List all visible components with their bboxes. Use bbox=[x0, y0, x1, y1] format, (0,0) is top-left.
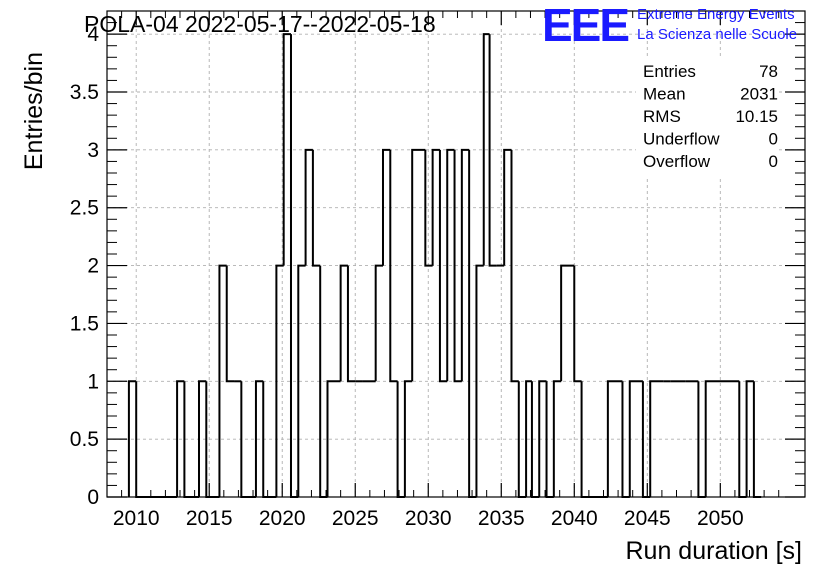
histogram-bin bbox=[197, 380, 207, 497]
stats-value: 2031 bbox=[740, 85, 778, 104]
histogram-bin bbox=[488, 34, 497, 267]
y-tick-label: 0.5 bbox=[70, 428, 99, 451]
y-tick-label: 4 bbox=[87, 23, 99, 46]
histogram-bin bbox=[326, 380, 341, 497]
y-tick-label: 2.5 bbox=[70, 197, 99, 220]
y-tick-label: 0 bbox=[87, 486, 99, 509]
x-tick-label: 2035 bbox=[478, 507, 525, 530]
x-tick-label: 2030 bbox=[405, 507, 452, 530]
histogram-bin bbox=[431, 148, 440, 266]
histogram-bin bbox=[411, 148, 426, 382]
histogram-bin bbox=[311, 149, 321, 267]
histogram-bin bbox=[482, 33, 490, 266]
stats-box-background bbox=[636, 57, 779, 177]
histogram-bin bbox=[403, 380, 413, 497]
histogram-bin bbox=[460, 148, 470, 382]
histogram-bin bbox=[446, 148, 455, 382]
histogram-bin bbox=[339, 264, 348, 382]
y-tick-label: 3.5 bbox=[70, 81, 99, 104]
y-axis-label: Entries/bin bbox=[20, 52, 48, 170]
x-tick-label: 2010 bbox=[113, 507, 160, 530]
histogram-bin bbox=[475, 264, 484, 497]
histogram-bin bbox=[374, 264, 383, 382]
y-tick-label: 1 bbox=[87, 370, 99, 393]
stats-value: 0 bbox=[769, 152, 778, 171]
histogram-bin bbox=[381, 148, 391, 266]
logo-line-2: La Scienza nelle Scuole bbox=[637, 26, 797, 43]
stats-label: Overflow bbox=[643, 152, 711, 171]
y-tick-label: 1.5 bbox=[70, 312, 99, 335]
logo-line-1: Extreme Energy Events bbox=[637, 6, 795, 23]
x-tick-label: 2020 bbox=[259, 507, 306, 530]
y-axis-ticks: 0 0.5 1 1.5 2 2.5 3 3.5 4 bbox=[70, 22, 805, 509]
chart-title: POLA-04 2022-05-17--2022-05-18 bbox=[84, 11, 436, 37]
stats-value: 10.15 bbox=[735, 107, 778, 126]
stats-label: RMS bbox=[643, 107, 681, 126]
histogram-bin bbox=[218, 264, 227, 497]
histogram-bin bbox=[538, 380, 547, 497]
histogram-bin bbox=[176, 380, 185, 497]
histogram-bin bbox=[628, 380, 643, 497]
histogram-bin bbox=[560, 264, 575, 382]
histogram-bin bbox=[254, 380, 264, 497]
histogram-bin bbox=[424, 149, 433, 267]
stats-box: Entries 78 Mean 2031 RMS 10.15 Underflow 0 Overf… bbox=[636, 57, 779, 177]
x-axis-ticks: 2010 2015 2020 2025 2030 2035 2040 2045 2050 bbox=[106, 11, 780, 530]
histogram-bin bbox=[304, 148, 313, 266]
stats-label: Entries bbox=[643, 62, 696, 81]
histogram-bin bbox=[704, 380, 740, 497]
x-tick-label: 2050 bbox=[697, 507, 744, 530]
histogram-bin bbox=[745, 380, 754, 497]
stats-label: Mean bbox=[643, 85, 686, 104]
grid bbox=[107, 11, 805, 498]
histogram-bin bbox=[552, 380, 562, 497]
x-axis-label: Run duration [s] bbox=[626, 537, 803, 565]
histogram-bin bbox=[503, 148, 512, 266]
y-tick-label: 2 bbox=[87, 255, 99, 278]
histogram-bin bbox=[389, 149, 398, 383]
histogram-bin bbox=[346, 265, 356, 383]
histogram-bin bbox=[127, 380, 137, 497]
histogram-bin bbox=[225, 265, 235, 383]
logo-letters: EEE bbox=[542, 0, 628, 51]
x-tick-label: 2040 bbox=[551, 507, 598, 530]
histogram-bin bbox=[282, 33, 291, 266]
x-tick-label: 2025 bbox=[332, 507, 379, 530]
y-tick-label: 3 bbox=[87, 139, 99, 162]
histogram-bin bbox=[525, 380, 532, 497]
histogram-bin bbox=[438, 149, 448, 383]
histogram-bin bbox=[649, 380, 664, 497]
x-tick-label: 2015 bbox=[186, 507, 233, 530]
histogram-bin bbox=[573, 265, 582, 383]
histogram-bin bbox=[297, 264, 306, 497]
eee-logo: EEE Extreme Energy Events La Scienza nel… bbox=[542, 0, 797, 51]
histogram-bin bbox=[453, 149, 462, 383]
histogram-bin bbox=[510, 149, 519, 383]
x-tick-label: 2045 bbox=[624, 507, 671, 530]
stats-value: 0 bbox=[769, 130, 778, 149]
histogram-bin bbox=[275, 264, 284, 497]
histogram-bin bbox=[606, 380, 623, 497]
stats-label: Underflow bbox=[643, 130, 720, 149]
stats-value: 78 bbox=[759, 62, 778, 81]
